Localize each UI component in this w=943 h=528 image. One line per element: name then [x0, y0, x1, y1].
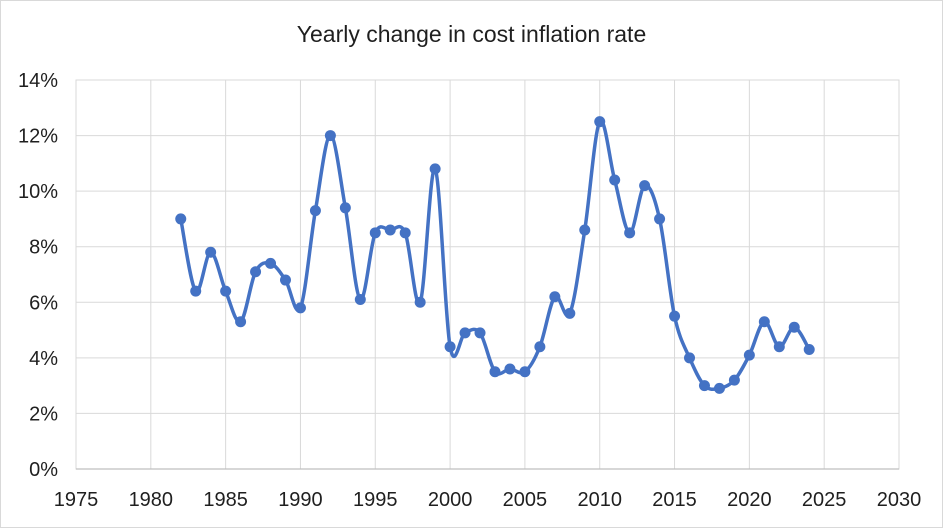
data-point-2015	[669, 310, 681, 322]
y-tick-label: 6%	[29, 292, 58, 314]
data-point-1989	[279, 274, 291, 286]
data-point-2005	[519, 366, 531, 378]
data-point-2024	[803, 344, 815, 356]
data-point-1999	[429, 163, 441, 175]
x-tick-label: 1980	[129, 489, 174, 511]
chart-title: Yearly change in cost inflation rate	[296, 21, 647, 47]
data-point-2001	[459, 327, 471, 339]
data-point-2019	[728, 374, 740, 386]
data-point-2010	[594, 116, 606, 128]
line-series	[179, 119, 811, 392]
x-tick-label: 2030	[877, 489, 922, 511]
data-point-2003	[489, 366, 501, 378]
data-point-2020	[743, 349, 755, 361]
data-point-1985	[220, 285, 232, 297]
data-point-1988	[265, 257, 277, 269]
data-point-2007	[549, 291, 561, 303]
y-tick-label: 8%	[29, 237, 58, 259]
data-point-1991	[309, 205, 321, 217]
data-point-2021	[758, 316, 770, 328]
y-tick-label: 14%	[18, 70, 58, 92]
x-tick-label: 2005	[503, 489, 548, 511]
data-point-2011	[609, 174, 621, 186]
data-point-2018	[713, 382, 725, 394]
x-tick-label: 2020	[727, 489, 772, 511]
x-tick-label: 2025	[802, 489, 847, 511]
data-point-2008	[564, 307, 576, 319]
y-tick-label: 10%	[18, 181, 58, 203]
data-point-1995	[369, 227, 381, 239]
data-point-2013	[639, 180, 651, 192]
data-point-2022	[773, 341, 785, 353]
data-point-2002	[474, 327, 486, 339]
data-point-1986	[235, 316, 247, 328]
data-point-2006	[534, 341, 546, 353]
data-point-1983	[190, 285, 202, 297]
data-point-1990	[294, 302, 306, 314]
x-tick-label: 2015	[652, 489, 697, 511]
data-point-1998	[414, 296, 426, 308]
y-tick-label: 12%	[18, 126, 58, 148]
y-tick-label: 4%	[29, 348, 58, 370]
data-point-1996	[384, 224, 396, 236]
data-point-1984	[205, 246, 217, 258]
x-tick-label: 1985	[203, 489, 248, 511]
x-tick-label: 1975	[54, 489, 99, 511]
data-point-1992	[324, 130, 336, 142]
data-point-1987	[250, 266, 262, 278]
data-point-2017	[698, 380, 710, 392]
data-point-1997	[399, 227, 411, 239]
y-tick-label: 2%	[29, 403, 58, 425]
data-point-2004	[504, 363, 516, 375]
data-point-2016	[684, 352, 696, 364]
x-tick-label: 2000	[428, 489, 473, 511]
plot-border	[75, 79, 900, 470]
data-point-2023	[788, 321, 800, 333]
data-point-2012	[624, 227, 636, 239]
data-point-2014	[654, 213, 666, 225]
x-tick-label: 1995	[353, 489, 398, 511]
data-point-2009	[579, 224, 591, 236]
data-point-2000	[444, 341, 456, 353]
data-point-1982	[175, 213, 187, 225]
y-tick-label: 0%	[29, 459, 58, 481]
data-point-1993	[339, 202, 351, 214]
x-tick-label: 2010	[577, 489, 622, 511]
data-point-1994	[354, 294, 366, 306]
x-tick-label: 1990	[278, 489, 323, 511]
